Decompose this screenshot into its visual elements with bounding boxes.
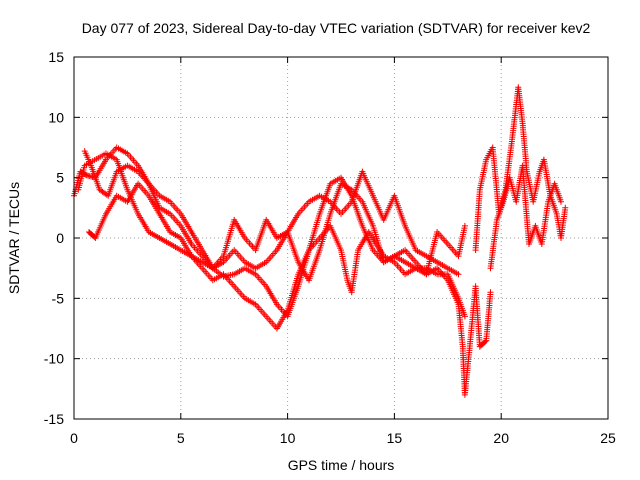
y-tick-label: 0 <box>56 230 64 246</box>
y-tick-label: -5 <box>52 290 65 306</box>
y-tick-label: 10 <box>48 109 64 125</box>
data-point <box>455 271 462 278</box>
tick-layer: 0 5 10 15 20 25 -15 -10 -5 0 5 10 15 <box>44 49 616 446</box>
y-tick-label: -10 <box>44 351 64 367</box>
y-tick-label: -15 <box>44 411 64 427</box>
y-tick-label: 15 <box>48 49 64 65</box>
data-point <box>487 289 494 296</box>
data-point <box>482 338 489 345</box>
x-axis-label: GPS time / hours <box>288 457 395 473</box>
x-tick-label: 0 <box>70 430 78 446</box>
series-track-c <box>86 180 494 398</box>
series-track-b <box>81 148 462 278</box>
data-point <box>461 313 468 320</box>
series-track-d <box>75 150 468 284</box>
x-tick-label: 5 <box>177 430 185 446</box>
data-point <box>461 222 468 229</box>
data-point <box>562 204 569 211</box>
series-track-e <box>472 84 569 254</box>
y-tick-label: 5 <box>56 170 64 186</box>
x-tick-label: 20 <box>493 430 509 446</box>
x-tick-label: 10 <box>280 430 296 446</box>
x-tick-label: 25 <box>600 430 616 446</box>
data-layer <box>71 84 569 398</box>
x-tick-label: 15 <box>387 430 403 446</box>
data-point <box>558 198 564 205</box>
y-axis-label: SDTVAR / TECUs <box>6 182 22 294</box>
chart-title: Day 077 of 2023, Sidereal Day-to-day VTE… <box>82 20 591 36</box>
series-track-f <box>487 162 564 272</box>
